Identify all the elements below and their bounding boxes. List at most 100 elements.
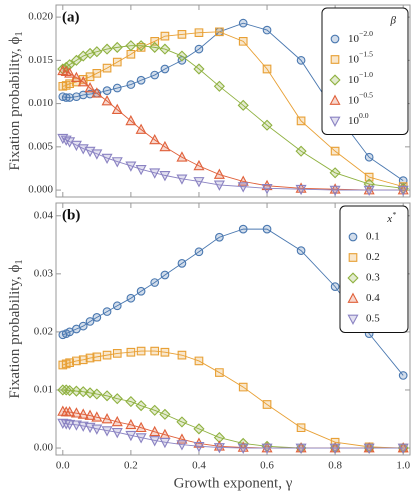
marker [85,72,95,82]
legend-label: 10−1.5 [348,49,373,65]
marker [84,409,96,420]
marker [160,270,170,280]
marker [159,140,171,152]
marker [237,443,249,454]
y-tick-label: 0.020 [28,11,53,23]
marker [101,390,113,402]
marker [135,164,147,176]
legend-label: 0.3 [366,272,380,284]
legend-marker [347,272,359,284]
marker [215,232,224,242]
legend-label: 10−1.0 [348,70,373,86]
marker [194,356,204,366]
legend-title: β [390,15,397,27]
marker [238,18,248,28]
marker [149,168,161,179]
marker [149,425,161,437]
marker [194,28,204,38]
x-tick-label: 1.0 [396,460,410,472]
legend-marker [330,34,340,44]
legend-marker [347,314,359,325]
y-tick-label: 0.03 [34,267,54,279]
marker [91,424,103,435]
marker [262,224,272,234]
marker [77,76,89,87]
marker [126,80,136,89]
legend-marker [329,74,341,86]
marker [295,443,307,454]
x-tick-label: 0.2 [124,460,138,472]
marker [135,40,147,52]
legend-marker [329,116,341,127]
y-tick-label: 0.000 [28,184,53,196]
marker [92,313,102,322]
marker [159,437,171,449]
marker [64,384,76,397]
plot-frame [55,4,411,198]
marker [159,171,171,182]
marker [111,415,123,427]
marker [296,116,306,126]
marker [176,174,188,185]
marker [91,388,103,400]
marker [135,400,147,412]
marker [213,168,225,179]
y-tick-label: 0.02 [34,325,53,337]
marker [126,347,136,357]
marker [111,103,123,114]
marker [102,350,112,360]
marker [101,426,113,437]
x-tick-label: 0.6 [260,460,274,472]
marker [160,64,170,74]
marker [296,56,306,65]
marker [193,423,205,435]
y-tick-label: 0.00 [34,442,54,454]
marker [84,82,96,93]
marker [101,413,113,424]
marker [112,349,122,358]
marker [397,185,409,197]
marker [60,419,72,430]
marker [262,64,272,74]
marker [261,179,273,191]
marker [78,355,88,365]
legend-label: 0.5 [366,313,380,325]
marker [77,386,89,398]
marker [136,286,146,296]
marker [176,416,188,428]
marker [150,70,160,80]
marker [125,396,137,408]
marker [111,393,123,405]
legend-marker [330,55,340,64]
marker [150,36,160,46]
marker [296,246,306,255]
marker [193,441,205,453]
marker [213,180,225,191]
marker [363,443,375,454]
marker [102,307,112,316]
marker [72,356,81,366]
marker [65,93,74,102]
marker [149,133,161,145]
marker [193,177,205,188]
marker [176,440,188,451]
marker [237,99,249,111]
marker [101,95,113,106]
marker [64,406,76,417]
marker [125,418,137,430]
marker [135,123,147,134]
marker [363,178,375,190]
marker [398,371,408,380]
plot-frame [55,202,411,456]
marker [77,408,89,419]
marker [215,368,224,377]
marker [101,153,113,165]
marker [176,50,188,62]
marker [70,54,83,66]
marker [262,400,272,409]
legend-marker [348,232,358,242]
marker [57,64,69,76]
marker [329,443,341,454]
marker [64,419,76,431]
marker [91,87,103,98]
